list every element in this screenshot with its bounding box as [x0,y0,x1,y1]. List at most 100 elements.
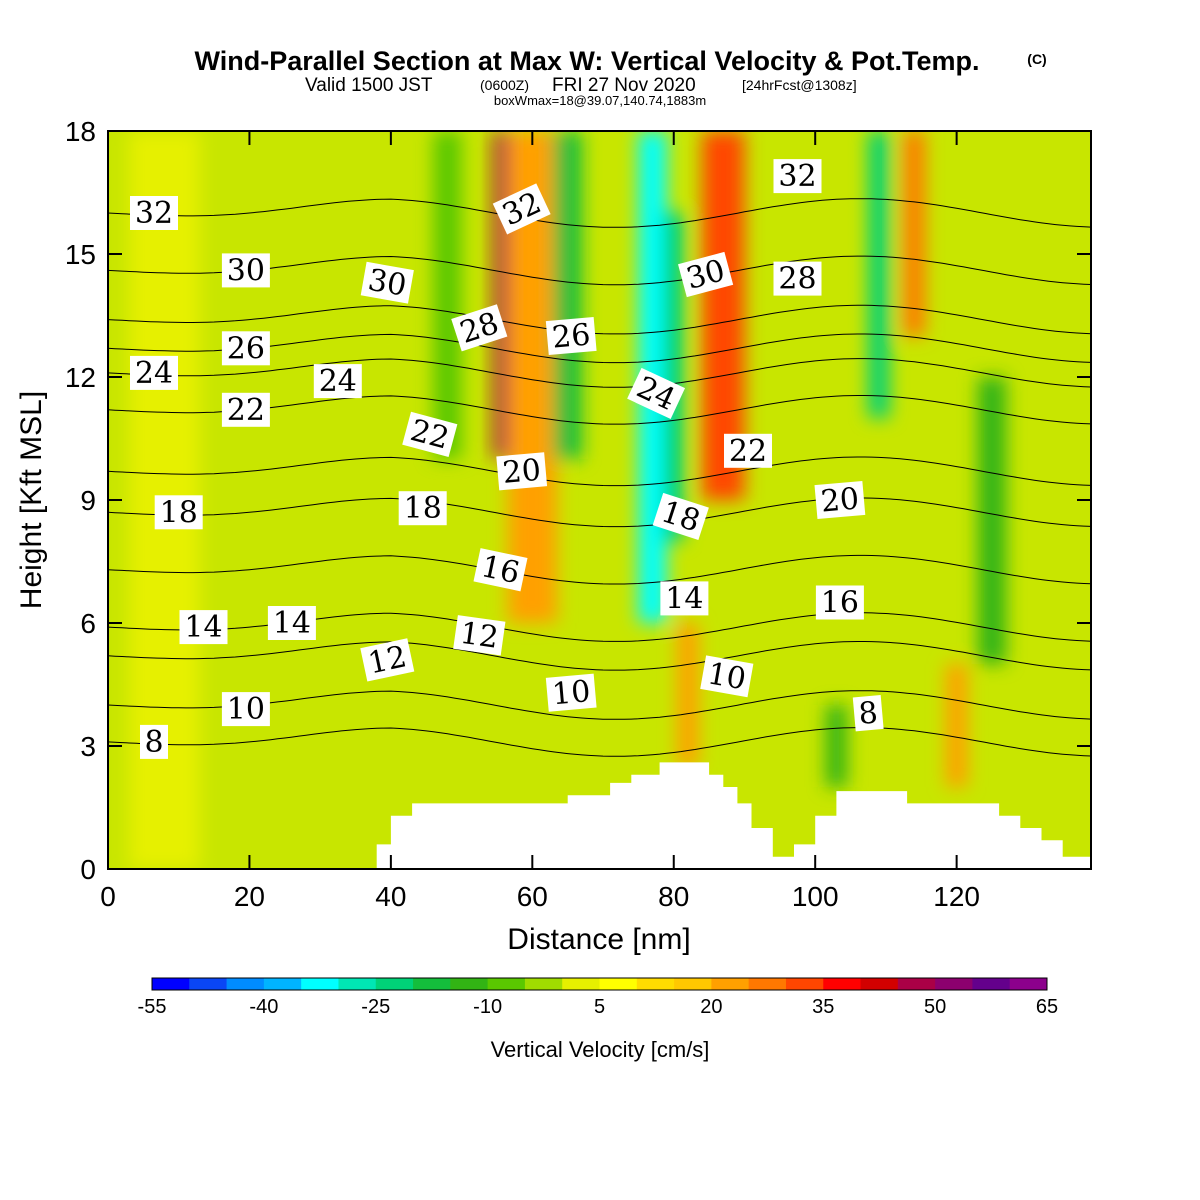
colorbar-label: Vertical Velocity [cm/s] [491,1037,710,1062]
contour-label-box [545,316,597,356]
w-cell-10 [977,377,1007,664]
w-cell-12 [677,623,699,767]
theta-contour-30 [108,255,1091,286]
theta-contour-24 [108,358,1091,388]
x-axis-label: Distance [nm] [507,923,690,956]
field-background [108,131,1091,869]
contour-label-text: 24 [135,356,173,391]
colorbar-swatch [935,978,973,990]
contour-label-box [360,638,415,682]
contour-label-box [815,585,864,620]
contour-label-text: 18 [404,491,442,526]
contour-label-text: 10 [705,656,749,697]
contour-label-text: 24 [319,364,357,399]
contour-label-27: 12 [453,615,506,656]
colorbar-tick-label: 5 [594,996,605,1018]
contour-label-1: 30 [221,253,270,288]
axes: 0 20 40 60 80 100 120 0 3 6 9 12 15 18 [65,116,1091,912]
colorbar-swatch [152,978,190,990]
y-tick-label: 3 [80,731,96,762]
x-tick-label: 80 [658,881,689,912]
contour-label-box [852,695,884,732]
contour-label-text: 12 [365,639,410,681]
contour-label-text: 28 [778,262,816,297]
contour-label-19: 18 [398,491,447,526]
chart-title: Wind-Parallel Section at Max W: Vertical… [195,46,980,76]
colorbar-swatch [748,978,787,990]
contour-label-11: 24 [313,364,362,399]
colorbar-swatch [674,978,712,990]
contour-label-30: 10 [700,655,754,697]
contour-label-text: 22 [227,393,265,428]
colorbar-tick-label: -55 [138,996,167,1018]
contour-label-box [773,159,822,194]
colorbar-swatch [487,978,526,990]
y-tick-label: 18 [65,116,96,147]
contour-label-box [652,492,709,540]
colorbar-swatch [189,978,228,990]
x-tick-label: 20 [234,881,265,912]
contour-label-8: 26 [545,316,597,356]
contour-label-box [398,491,447,526]
valid-time-text: Valid 1500 JST [305,75,433,96]
colorbar-tick-label: -10 [473,996,502,1018]
colorbar-swatch [897,978,936,990]
valid-time-line: Valid 1500 JST (0600Z) FRI 27 Nov 2020 [… [305,75,857,96]
theta-contour-12 [108,641,1091,671]
contour-label-text: 32 [778,159,816,194]
colorbar-swatch [263,978,302,990]
contour-label-32: 8 [852,695,884,732]
contour-label-text: 14 [184,610,222,645]
contour-label-box [221,253,270,288]
contour-label-box [221,392,270,427]
colorbar-swatch [972,978,1011,990]
colorbar-tick-label: 20 [700,996,722,1018]
contour-label-box [130,355,178,390]
contour-label-10: 24 [130,355,178,391]
terrain [108,762,1091,869]
colorbar-swatch [785,978,824,990]
contour-label-box [179,610,228,645]
theta-contour-8 [108,727,1091,757]
y-tick-label: 12 [65,362,96,393]
theta-contour-28 [108,304,1091,335]
contour-label-box [313,364,362,399]
contour-label-box [140,724,168,759]
contour-label-box [773,261,822,296]
valid-date-text: FRI 27 Nov 2020 [552,75,696,96]
colorbar-swatch [562,978,600,990]
x-tick-label: 100 [792,881,839,912]
contour-label-9: 26 [221,331,270,366]
y-tick-label: 15 [65,239,96,270]
contour-label-box [221,692,270,727]
colorbar-swatch [450,978,489,990]
y-tick-label: 6 [80,608,96,639]
contour-label-box [814,480,866,520]
colorbar-swatch [301,978,339,990]
y-tick-label: 9 [80,485,96,516]
contour-label-22: 16 [815,585,864,621]
colorbar-tick-label: 50 [924,996,946,1018]
forecast-info-text: [24hrFcst@1308z] [742,77,857,93]
contour-label-box [453,615,506,656]
x-tick-label: 40 [375,881,406,912]
contour-label-text: 8 [857,695,879,732]
contour-label-box [451,304,508,352]
theta-contour-10 [108,690,1091,720]
theta-contour-32 [108,198,1091,228]
contour-label-box [221,331,270,366]
contour-label-29: 10 [545,673,597,712]
contour-label-text: 18 [160,495,198,530]
contour-label-text: 8 [144,725,163,760]
chart-title-mark: (C) [1027,51,1046,67]
contour-label-25: 14 [660,581,709,616]
contour-label-18: 18 [154,495,203,530]
contour-label-28: 10 [221,692,270,727]
contour-label-box [627,367,686,419]
theta-contour-22 [108,395,1091,425]
colorbar-swatch [599,978,638,990]
contour-label-box [130,196,178,230]
contour-label-31: 8 [140,724,168,760]
colorbar-tick-label: 35 [812,996,834,1018]
contour-label-16: 20 [496,452,548,491]
